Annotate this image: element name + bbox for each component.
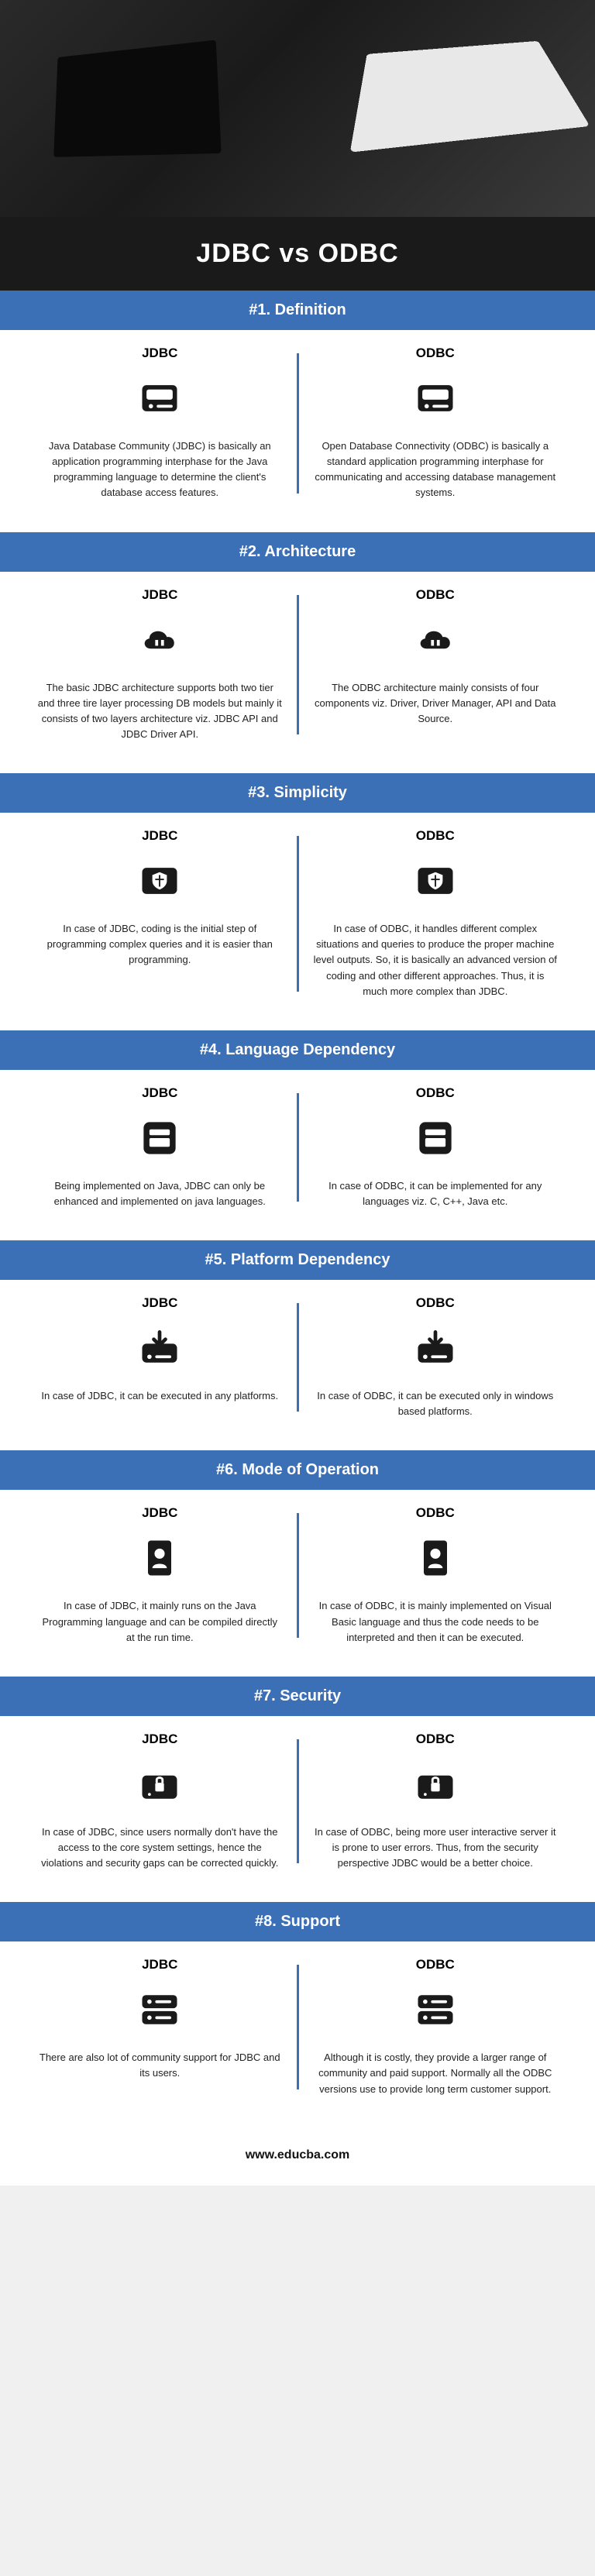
jdbc-column: JDBC The basic JDBC architecture support… (23, 587, 297, 743)
comparison-section: #2. Architecture JDBC The basic JDBC arc… (0, 532, 595, 774)
lock-drive-icon (411, 1759, 460, 1809)
odbc-text: In case of ODBC, it can be implemented f… (313, 1178, 559, 1209)
odbc-column: ODBC In case of ODBC, it handles differe… (299, 828, 573, 999)
column-label: JDBC (37, 1295, 283, 1311)
compare-row: JDBC The basic JDBC architecture support… (0, 572, 595, 774)
odbc-text: In case of ODBC, it is mainly implemente… (313, 1598, 559, 1645)
jdbc-column: JDBC There are also lot of community sup… (23, 1957, 297, 2096)
section-header: #7. Security (0, 1677, 595, 1716)
download-drive-icon (135, 1323, 184, 1373)
column-label: JDBC (37, 346, 283, 361)
column-label: ODBC (313, 828, 559, 844)
odbc-column: ODBC Although it is costly, they provide… (299, 1957, 573, 2096)
stack-drive-icon (135, 1985, 184, 2034)
column-label: ODBC (313, 1732, 559, 1747)
odbc-column: ODBC In case of ODBC, it is mainly imple… (299, 1505, 573, 1645)
page-title: JDBC vs ODBC (0, 217, 595, 291)
stack-drive-icon (411, 1985, 460, 2034)
jdbc-text: There are also lot of community support … (37, 2050, 283, 2081)
jdbc-column: JDBC In case of JDBC, it can be executed… (23, 1295, 297, 1419)
drive-icon (411, 373, 460, 423)
column-label: JDBC (37, 587, 283, 603)
compare-row: JDBC In case of JDBC, coding is the init… (0, 813, 595, 1030)
jdbc-text: The basic JDBC architecture supports bot… (37, 680, 283, 743)
column-label: ODBC (313, 1505, 559, 1521)
column-label: JDBC (37, 1957, 283, 1972)
comparison-section: #5. Platform Dependency JDBC In case of … (0, 1240, 595, 1450)
odbc-text: Open Database Connectivity (ODBC) is bas… (313, 439, 559, 501)
compare-row: JDBC In case of JDBC, it can be executed… (0, 1280, 595, 1450)
odbc-text: The ODBC architecture mainly consists of… (313, 680, 559, 727)
odbc-text: In case of ODBC, being more user interac… (313, 1825, 559, 1871)
jdbc-text: Being implemented on Java, JDBC can only… (37, 1178, 283, 1209)
jdbc-text: Java Database Community (JDBC) is basica… (37, 439, 283, 501)
document-icon (411, 1533, 460, 1583)
odbc-column: ODBC In case of ODBC, being more user in… (299, 1732, 573, 1871)
jdbc-text: In case of JDBC, it mainly runs on the J… (37, 1598, 283, 1645)
column-label: JDBC (37, 828, 283, 844)
column-label: JDBC (37, 1732, 283, 1747)
jdbc-text: In case of JDBC, coding is the initial s… (37, 921, 283, 968)
section-header: #4. Language Dependency (0, 1030, 595, 1070)
document-icon (135, 1533, 184, 1583)
section-header: #6. Mode of Operation (0, 1450, 595, 1490)
column-label: ODBC (313, 587, 559, 603)
compare-row: JDBC In case of JDBC, since users normal… (0, 1716, 595, 1902)
section-header: #2. Architecture (0, 532, 595, 572)
jdbc-column: JDBC In case of JDBC, it mainly runs on … (23, 1505, 297, 1645)
comparison-section: #4. Language Dependency JDBC Being imple… (0, 1030, 595, 1240)
comparison-section: #6. Mode of Operation JDBC In case of JD… (0, 1450, 595, 1676)
compare-row: JDBC Java Database Community (JDBC) is b… (0, 330, 595, 532)
download-drive-icon (411, 1323, 460, 1373)
column-label: ODBC (313, 1085, 559, 1101)
odbc-column: ODBC The ODBC architecture mainly consis… (299, 587, 573, 743)
jdbc-text: In case of JDBC, since users normally do… (37, 1825, 283, 1871)
comparison-section: #7. Security JDBC In case of JDBC, since… (0, 1677, 595, 1902)
cloud-icon (135, 615, 184, 665)
comparison-section: #8. Support JDBC There are also lot of c… (0, 1902, 595, 2127)
odbc-column: ODBC Open Database Connectivity (ODBC) i… (299, 346, 573, 501)
page-container: JDBC vs ODBC #1. Definition JDBC Java Da… (0, 0, 595, 2186)
jdbc-column: JDBC In case of JDBC, since users normal… (23, 1732, 297, 1871)
odbc-text: In case of ODBC, it handles different co… (313, 921, 559, 999)
jdbc-column: JDBC Being implemented on Java, JDBC can… (23, 1085, 297, 1209)
column-label: ODBC (313, 1957, 559, 1972)
lock-drive-icon (135, 1759, 184, 1809)
column-label: JDBC (37, 1085, 283, 1101)
section-header: #8. Support (0, 1902, 595, 1941)
comparison-section: #1. Definition JDBC Java Database Commun… (0, 291, 595, 532)
layers-icon (411, 1113, 460, 1163)
column-label: ODBC (313, 346, 559, 361)
odbc-text: In case of ODBC, it can be executed only… (313, 1388, 559, 1419)
odbc-column: ODBC In case of ODBC, it can be implemen… (299, 1085, 573, 1209)
cloud-icon (411, 615, 460, 665)
layers-icon (135, 1113, 184, 1163)
section-header: #1. Definition (0, 291, 595, 330)
jdbc-column: JDBC Java Database Community (JDBC) is b… (23, 346, 297, 501)
column-label: ODBC (313, 1295, 559, 1311)
section-header: #5. Platform Dependency (0, 1240, 595, 1280)
jdbc-text: In case of JDBC, it can be executed in a… (37, 1388, 283, 1404)
compare-row: JDBC In case of JDBC, it mainly runs on … (0, 1490, 595, 1676)
odbc-text: Although it is costly, they provide a la… (313, 2050, 559, 2096)
shield-drive-icon (135, 856, 184, 906)
compare-row: JDBC There are also lot of community sup… (0, 1941, 595, 2127)
column-label: JDBC (37, 1505, 283, 1521)
section-header: #3. Simplicity (0, 773, 595, 813)
compare-row: JDBC Being implemented on Java, JDBC can… (0, 1070, 595, 1240)
jdbc-column: JDBC In case of JDBC, coding is the init… (23, 828, 297, 999)
drive-icon (135, 373, 184, 423)
shield-drive-icon (411, 856, 460, 906)
comparison-section: #3. Simplicity JDBC In case of JDBC, cod… (0, 773, 595, 1030)
hero-image (0, 0, 595, 217)
footer-url: www.educba.com (0, 2128, 595, 2186)
odbc-column: ODBC In case of ODBC, it can be executed… (299, 1295, 573, 1419)
